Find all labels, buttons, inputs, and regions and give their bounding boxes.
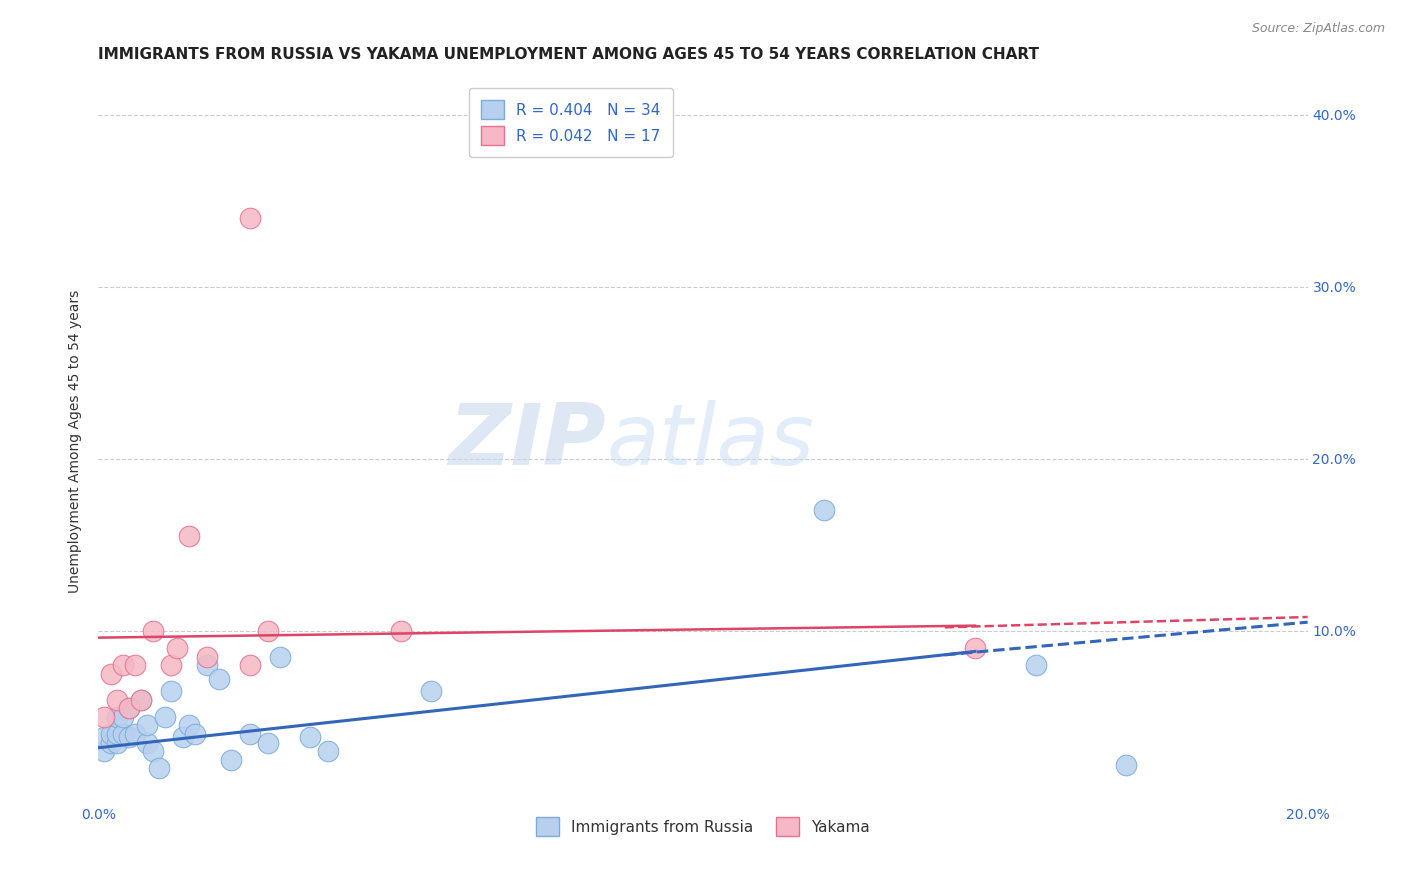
Point — [124, 727, 146, 741]
Point — [160, 684, 183, 698]
Point — [239, 658, 262, 673]
Point — [420, 684, 443, 698]
Point — [129, 692, 152, 706]
Point — [100, 727, 122, 741]
Point — [221, 753, 243, 767]
Point — [208, 672, 231, 686]
Text: IMMIGRANTS FROM RUSSIA VS YAKAMA UNEMPLOYMENT AMONG AGES 45 TO 54 YEARS CORRELAT: IMMIGRANTS FROM RUSSIA VS YAKAMA UNEMPLO… — [98, 47, 1039, 62]
Point — [105, 692, 128, 706]
Point — [111, 710, 134, 724]
Point — [166, 640, 188, 655]
Point — [105, 710, 128, 724]
Point — [118, 701, 141, 715]
Point — [148, 761, 170, 775]
Legend: Immigrants from Russia, Yakama: Immigrants from Russia, Yakama — [530, 811, 876, 842]
Point — [111, 658, 134, 673]
Point — [389, 624, 412, 638]
Point — [135, 735, 157, 749]
Point — [93, 731, 115, 745]
Point — [965, 640, 987, 655]
Point — [299, 731, 322, 745]
Point — [118, 731, 141, 745]
Point — [1024, 658, 1046, 673]
Text: Source: ZipAtlas.com: Source: ZipAtlas.com — [1251, 22, 1385, 36]
Point — [129, 692, 152, 706]
Point — [316, 744, 339, 758]
Point — [179, 718, 201, 732]
Point — [1115, 758, 1137, 772]
Point — [239, 727, 262, 741]
Point — [135, 718, 157, 732]
Point — [172, 731, 194, 745]
Text: ZIP: ZIP — [449, 400, 606, 483]
Point — [118, 701, 141, 715]
Point — [160, 658, 183, 673]
Point — [256, 624, 278, 638]
Y-axis label: Unemployment Among Ages 45 to 54 years: Unemployment Among Ages 45 to 54 years — [69, 290, 83, 593]
Point — [100, 666, 122, 681]
Point — [179, 529, 201, 543]
Point — [142, 624, 165, 638]
Point — [100, 735, 122, 749]
Point — [124, 658, 146, 673]
Point — [93, 710, 115, 724]
Point — [195, 649, 218, 664]
Point — [153, 710, 176, 724]
Text: atlas: atlas — [606, 400, 814, 483]
Point — [105, 727, 128, 741]
Point — [111, 727, 134, 741]
Point — [256, 735, 278, 749]
Point — [105, 735, 128, 749]
Point — [142, 744, 165, 758]
Point — [93, 744, 115, 758]
Point — [813, 503, 835, 517]
Point — [184, 727, 207, 741]
Point — [195, 658, 218, 673]
Point — [239, 211, 262, 225]
Point — [269, 649, 291, 664]
